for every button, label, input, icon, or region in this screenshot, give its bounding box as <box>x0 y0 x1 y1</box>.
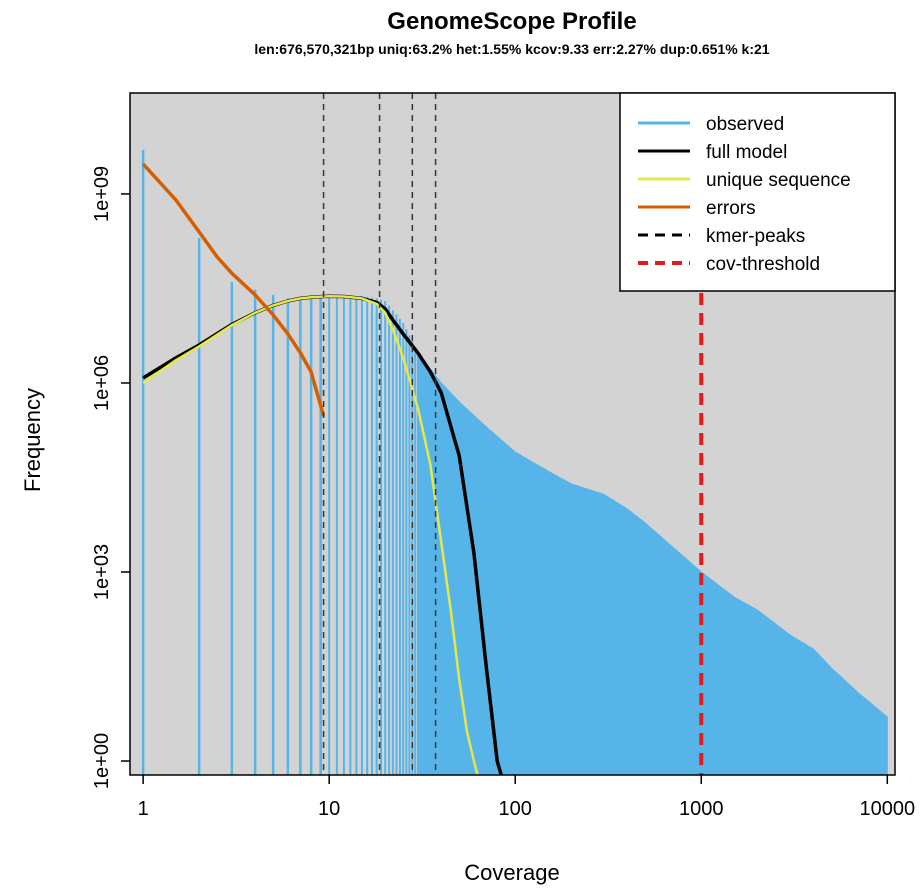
y-axis-label: Frequency <box>20 388 45 492</box>
legend-label: errors <box>706 198 756 219</box>
legend-label: full model <box>706 142 787 163</box>
legend-label: observed <box>706 114 784 135</box>
unique-sequence-line <box>142 295 479 775</box>
y-tick-label: 1e+06 <box>91 355 113 411</box>
chart-title: GenomeScope Profile <box>387 8 636 35</box>
observed-layer <box>141 149 888 775</box>
errors-line <box>141 162 326 417</box>
x-axis-label: Coverage <box>464 860 559 885</box>
legend-label: unique sequence <box>706 170 851 191</box>
legend-box <box>619 92 896 292</box>
x-tick-label: 10000 <box>859 798 915 820</box>
legend: observed full model unique sequence errors k… <box>619 92 896 292</box>
x-axis: 1 10 100 1000 10000 <box>138 775 915 820</box>
x-tick-label: 1000 <box>679 798 724 820</box>
model-lines-layer <box>141 162 504 775</box>
plot-frame <box>129 92 896 776</box>
x-tick-label: 10 <box>318 798 340 820</box>
legend-label: kmer-peaks <box>706 226 805 247</box>
chart-subtitle: len:676,570,321bp uniq:63.2% het:1.55% k… <box>254 41 769 57</box>
x-tick-label: 1 <box>138 798 149 820</box>
legend-label: cov-threshold <box>706 254 820 275</box>
y-tick-label: 1e+09 <box>91 166 113 222</box>
vertical-lines-layer <box>322 93 704 775</box>
y-tick-label: 1e+03 <box>91 544 113 600</box>
y-tick-label: 1e+00 <box>91 733 113 789</box>
observed-area <box>417 351 888 775</box>
x-tick-label: 100 <box>499 798 532 820</box>
y-axis: 1e+00 1e+03 1e+06 1e+09 <box>91 166 130 789</box>
